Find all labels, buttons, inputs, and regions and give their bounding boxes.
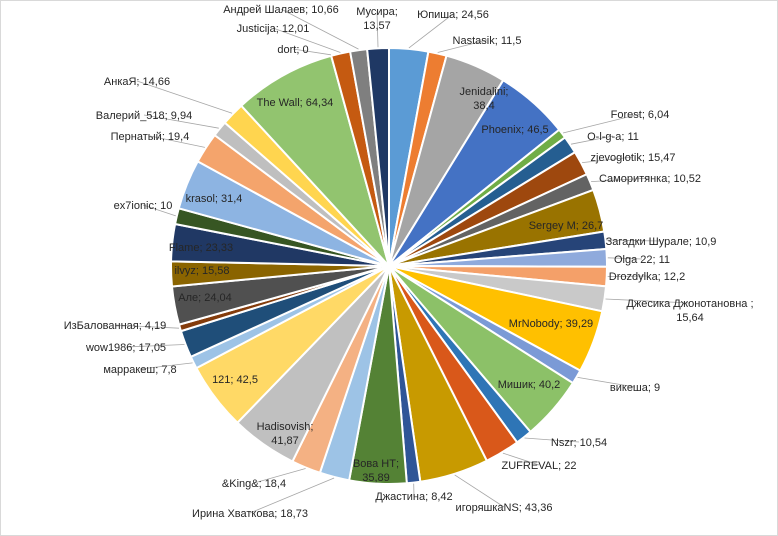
data-label-21: Вова НТ; 35,89: [353, 458, 399, 484]
data-label-1: Юпиша; 24,56: [417, 9, 489, 21]
data-label-33: krasol; 31,4: [186, 193, 243, 205]
leader-line-39: [272, 27, 341, 53]
pie-slice-41: [366, 47, 390, 267]
data-label-30: ilvyz; 15,58: [174, 265, 229, 277]
data-label-14: MrNobody; 39,29: [509, 318, 593, 330]
data-label-4: Phoenix; 46,5: [481, 124, 548, 136]
data-label-32: ex7ionic; 10: [114, 200, 173, 212]
data-label-7: zjevoglotik; 15,47: [591, 152, 676, 164]
leader-line-6: [570, 135, 614, 145]
leader-line-18: [502, 452, 540, 466]
data-label-5: Forest; 6,04: [611, 109, 670, 121]
leader-line-28: [114, 324, 180, 329]
leader-line-12: [607, 275, 648, 277]
leader-line-23: [253, 468, 306, 484]
leader-line-41: [376, 10, 379, 48]
pie-slices: [170, 46, 609, 485]
data-label-24: Hadisovish; 41,87: [257, 421, 314, 447]
leader-line-15: [577, 377, 636, 388]
data-label-29: Але; 24,04: [178, 292, 232, 304]
data-label-41: Мусира; 13,57: [356, 6, 398, 32]
leader-line-7: [582, 156, 634, 163]
data-labels: Юпиша; 24,56 Nastasik; 11,5 Jenidalini; 38,…: [64, 4, 754, 520]
leader-line-19: [454, 474, 505, 508]
leader-line-11: [607, 257, 643, 260]
data-label-17: Nszr; 10,54: [551, 437, 607, 449]
leader-line-13: [605, 298, 691, 304]
leader-line-2: [437, 39, 488, 53]
data-label-9: Sergey M; 26,7: [529, 220, 604, 232]
data-label-34: Пернатый; 19,4: [111, 131, 190, 143]
leader-line-26: [139, 362, 193, 370]
leader-line-36: [136, 80, 233, 114]
data-label-15: викеша; 9: [610, 382, 660, 394]
data-label-23: &King&; 18,4: [222, 478, 286, 490]
data-label-2: Nastasik; 11,5: [453, 35, 522, 47]
leader-line-27: [125, 344, 185, 348]
leader-line-5: [562, 113, 641, 134]
data-label-28: ИзБалованная; 4,19: [64, 320, 167, 332]
data-label-8: Саморитянка; 10,52: [599, 173, 701, 185]
data-label-20: Джастина; 8,42: [375, 491, 452, 503]
data-label-16: Мишик; 40,2: [498, 379, 561, 391]
leader-line-32: [142, 204, 176, 217]
leader-line-40: [280, 8, 359, 50]
data-label-19: игоряшкаNS; 43,36: [456, 502, 553, 514]
data-label-10: Загадки Шурале; 10,9: [606, 236, 717, 248]
leader-lines: [114, 8, 691, 514]
leader-line-10: [606, 239, 662, 242]
pie-slice-37: [240, 54, 390, 267]
data-label-40: Андрей Шалаев; 10,66: [223, 4, 339, 16]
data-label-18: ZUFREVAL; 22: [502, 460, 577, 472]
leader-line-34: [149, 135, 205, 148]
data-label-11: Olga 22; 11: [614, 254, 670, 266]
leader-line-35: [143, 114, 219, 129]
data-label-6: O-l-g-a; 11: [587, 131, 639, 143]
data-label-27: wow1986; 17,05: [85, 342, 166, 354]
data-label-12: Drozdylka; 12,2: [609, 271, 685, 283]
leader-line-1: [408, 13, 454, 49]
data-label-35: Валерий_518; 9,94: [96, 110, 192, 122]
data-label-36: АнкаЯ; 14,66: [104, 76, 170, 88]
data-label-22: Ирина Хваткова; 18,73: [192, 508, 308, 520]
data-label-39: Justicija; 12,01: [237, 23, 310, 35]
leader-line-22: [249, 477, 335, 514]
data-label-38: dort; 0: [277, 44, 308, 56]
data-label-31: Flame; 23,33: [169, 242, 233, 254]
data-label-13: Джесика Джонотановна ; 15,64: [626, 298, 753, 324]
leader-line-8: [591, 177, 651, 182]
data-label-37: The Wall; 64,34: [257, 97, 334, 109]
data-label-25: 121; 42,5: [212, 374, 258, 386]
data-label-3: Jenidalini; 38,4: [460, 86, 509, 112]
leader-line-38: [292, 48, 331, 56]
leader-line-17: [524, 437, 580, 443]
data-label-26: марракеш; 7,8: [103, 364, 176, 376]
